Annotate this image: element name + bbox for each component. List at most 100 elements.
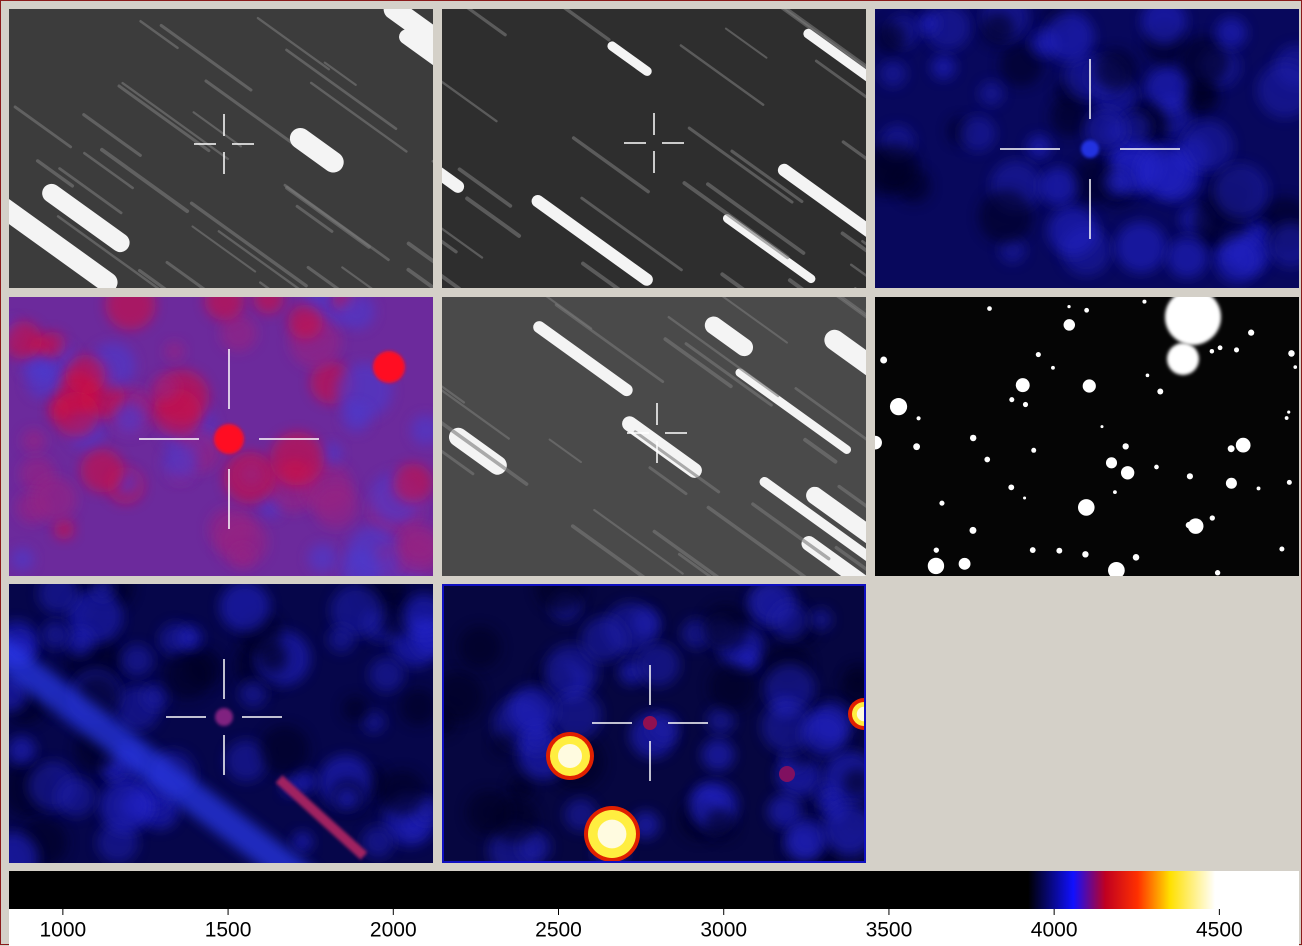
star (1133, 554, 1140, 561)
star (1009, 397, 1014, 402)
noise-blob (1213, 164, 1268, 219)
noise-blob (843, 769, 871, 797)
star (1108, 562, 1125, 579)
star (1123, 443, 1129, 449)
noise-blob (369, 657, 404, 692)
noise-blob (1039, 167, 1077, 205)
star (1154, 465, 1159, 470)
star (1023, 496, 1026, 499)
noise-blob (823, 804, 875, 856)
noise-blob (151, 375, 178, 402)
noise-blob (705, 808, 737, 840)
noise-blob (1094, 49, 1137, 92)
star (1031, 448, 1036, 453)
noise-blob (400, 524, 440, 564)
hot-center (558, 744, 582, 768)
noise-blob (492, 732, 515, 755)
noise-blob (292, 831, 313, 852)
noise-blob (636, 643, 679, 686)
noise-blob (509, 686, 557, 734)
star (1082, 551, 1088, 557)
noise-blob (288, 304, 323, 339)
image-panel (1, 276, 441, 596)
star (1285, 416, 1289, 420)
noise-blob (403, 594, 445, 636)
noise-blob (707, 707, 735, 735)
star (1067, 305, 1070, 308)
star (1234, 347, 1239, 352)
star (1210, 349, 1215, 354)
star (987, 306, 992, 311)
star (1188, 518, 1204, 534)
noise-blob (22, 429, 46, 453)
target (215, 708, 233, 726)
star (1030, 547, 1036, 553)
noise-blob (39, 331, 66, 358)
noise-blob (1216, 17, 1247, 48)
noise-blob (164, 651, 212, 699)
blob (373, 351, 405, 383)
star (1236, 438, 1251, 453)
star (1215, 570, 1220, 575)
noise-blob (411, 415, 441, 445)
image-panel (428, 563, 880, 880)
target (1081, 140, 1099, 158)
image-panel (1, 558, 448, 884)
image-grid: 10001500200025003000350040004500 (1, 1, 1302, 946)
noise-blob (875, 22, 906, 53)
noise-blob (1141, 1, 1186, 44)
noise-blob (979, 190, 1033, 244)
star (1288, 350, 1295, 357)
star (1100, 425, 1103, 428)
target (643, 716, 657, 730)
noise-blob (7, 736, 35, 764)
noise-blob (509, 776, 534, 801)
star (1106, 457, 1117, 468)
noise-blob (313, 483, 358, 528)
star (1023, 402, 1028, 407)
tick-label: 4000 (1031, 919, 1078, 942)
star (934, 547, 939, 552)
star (890, 398, 907, 415)
noise-blob (164, 341, 184, 361)
star (1084, 308, 1089, 313)
tick-label: 2500 (535, 919, 582, 942)
star (917, 416, 921, 420)
star (1078, 499, 1095, 516)
noise-blob (66, 355, 106, 395)
star (1064, 319, 1075, 330)
star (1279, 546, 1284, 551)
star (1157, 389, 1163, 395)
star (959, 558, 971, 570)
star (1248, 330, 1254, 336)
star (1113, 490, 1117, 494)
star (1121, 466, 1134, 479)
noise-blob (467, 790, 511, 834)
noise-blob (4, 321, 42, 359)
star (928, 558, 944, 574)
tick-label: 3000 (700, 919, 747, 942)
noise-blob (339, 294, 375, 330)
noise-blob (121, 644, 153, 676)
colorbar-axis (9, 909, 1299, 946)
noise-blob (703, 603, 749, 649)
noise-blob (380, 769, 426, 815)
noise-blob (1115, 222, 1166, 273)
noise-blob (163, 445, 198, 480)
noise-blob (11, 548, 34, 571)
noise-blob (1138, 144, 1192, 198)
star (970, 435, 976, 441)
noise-blob (41, 621, 69, 649)
noise-blob (38, 573, 78, 613)
noise-blob (960, 116, 996, 152)
noise-blob (1167, 237, 1208, 278)
noise-blob (240, 680, 267, 707)
noise-blob (53, 392, 98, 437)
noise-blob (552, 690, 602, 740)
star (939, 501, 944, 506)
noise-blob (220, 582, 270, 632)
viewer-window: 10001500200025003000350040004500 (0, 0, 1302, 945)
noise-blob (114, 403, 145, 434)
target (214, 424, 244, 454)
noise-blob (1050, 97, 1089, 136)
